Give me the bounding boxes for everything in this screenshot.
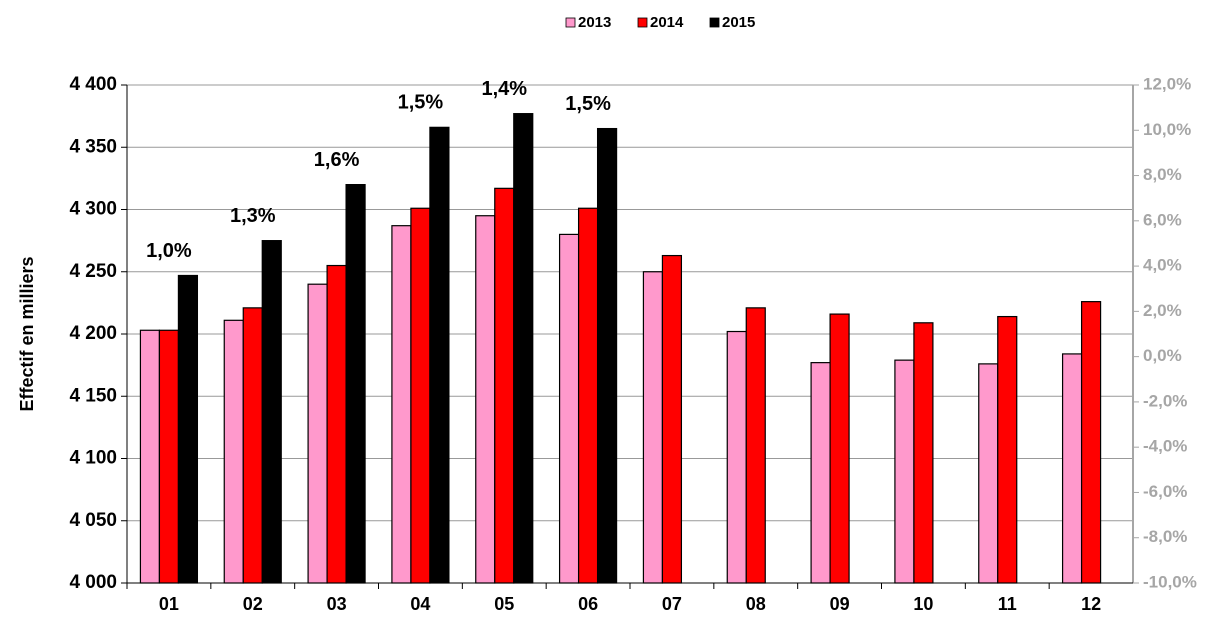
x-tick-label: 09: [830, 594, 850, 614]
bar: [139, 329, 161, 584]
bar: [913, 322, 934, 584]
bar: [894, 359, 915, 584]
x-tick-label: 06: [578, 594, 598, 614]
y-tick-label: 4 000: [69, 572, 117, 593]
bar: [345, 184, 366, 584]
growth-label: 1,6%: [314, 149, 360, 171]
bar: [158, 329, 180, 584]
y-tick-label: 4 150: [69, 385, 117, 406]
bar: [997, 315, 1018, 584]
y2-tick-label: 2,0%: [1143, 301, 1182, 320]
y-tick-label: 4 200: [69, 323, 117, 344]
y-tick-label: 4 250: [69, 261, 117, 282]
bar: [307, 283, 328, 584]
y2-tick-label: 0,0%: [1143, 346, 1182, 365]
bar: [558, 233, 580, 584]
bar: [391, 225, 412, 584]
bar: [177, 274, 199, 584]
x-tick-label: 04: [410, 594, 430, 614]
bar: [596, 127, 618, 584]
bar: [494, 187, 515, 584]
bar: [726, 330, 747, 584]
bar: [810, 362, 831, 584]
bar: [410, 207, 431, 584]
legend-swatch: [637, 17, 648, 28]
x-tick-label: 11: [998, 594, 1017, 614]
bar: [429, 126, 450, 584]
bar: [513, 113, 534, 584]
bar: [745, 307, 766, 584]
y2-tick-label: 6,0%: [1143, 210, 1182, 229]
legend-label: 2015: [722, 14, 755, 31]
bar: [1061, 353, 1083, 584]
growth-label: 1,5%: [398, 92, 444, 114]
legend-label: 2013: [578, 14, 611, 31]
y-tick-label: 4 300: [69, 199, 117, 220]
x-tick-label: 03: [327, 594, 347, 614]
bar: [1080, 301, 1102, 584]
growth-label: 1,3%: [230, 205, 276, 227]
legend-swatch: [565, 17, 576, 28]
x-tick-label: 05: [494, 594, 514, 614]
bar: [978, 363, 999, 584]
y2-tick-label: 10,0%: [1143, 120, 1191, 139]
x-tick-label: 07: [662, 594, 682, 614]
y-tick-label: 4 050: [69, 510, 117, 531]
growth-label: 1,0%: [146, 240, 192, 262]
y-axis-label: Effectif en milliers: [17, 256, 37, 411]
x-tick-label: 12: [1081, 594, 1101, 614]
y-tick-label: 4 350: [69, 136, 117, 157]
legend-label: 2014: [650, 14, 684, 31]
bar: [261, 240, 282, 584]
y2-tick-label: -10,0%: [1143, 572, 1197, 591]
y2-tick-label: -2,0%: [1143, 391, 1187, 410]
y2-tick-label: 4,0%: [1143, 256, 1182, 275]
growth-label: 1,5%: [565, 93, 611, 115]
y-tick-label: 4 100: [69, 448, 117, 469]
y2-tick-label: 8,0%: [1143, 165, 1182, 184]
bar: [326, 264, 347, 584]
bar: [642, 271, 664, 584]
x-tick-label: 08: [746, 594, 766, 614]
y2-tick-label: 12,0%: [1143, 74, 1191, 93]
growth-label: 1,4%: [481, 78, 527, 100]
y-tick-label: 4 400: [69, 74, 117, 95]
bar: [242, 307, 263, 584]
bar: [829, 313, 850, 584]
bar: [661, 254, 683, 584]
x-tick-label: 01: [159, 594, 179, 614]
x-tick-label: 02: [243, 594, 263, 614]
bar: [223, 319, 244, 584]
bar: [475, 215, 496, 584]
y2-tick-label: -4,0%: [1143, 437, 1187, 456]
legend-swatch: [709, 17, 720, 28]
x-tick-label: 10: [913, 594, 933, 614]
bar: [577, 207, 599, 584]
y2-tick-label: -8,0%: [1143, 527, 1187, 546]
y2-tick-label: -6,0%: [1143, 482, 1187, 501]
